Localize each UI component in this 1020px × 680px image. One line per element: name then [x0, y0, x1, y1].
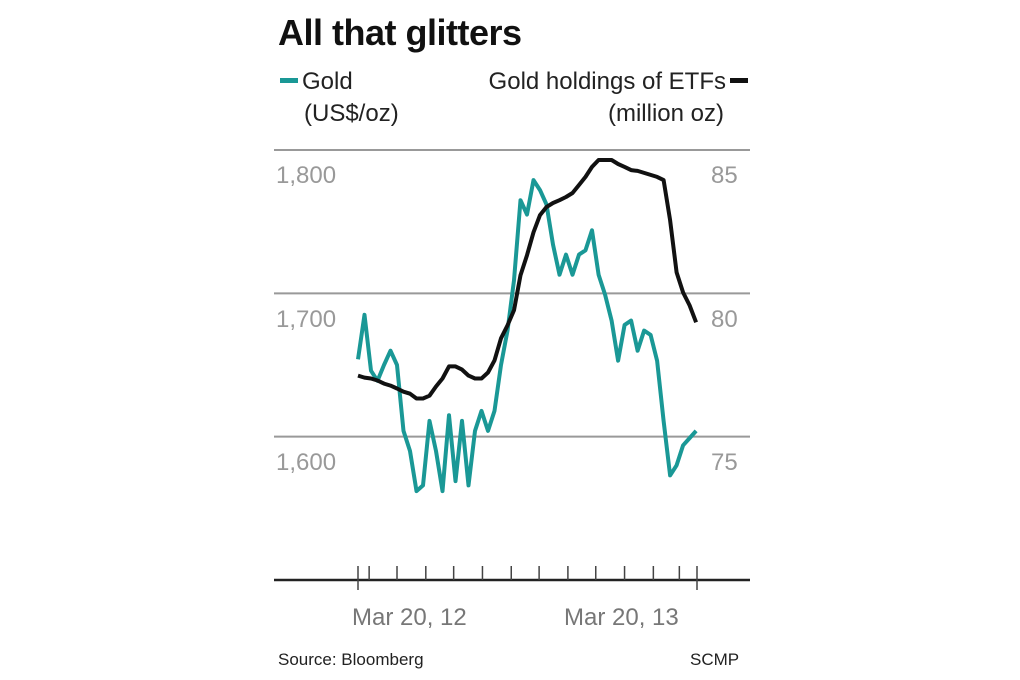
gold-price-line — [356, 178, 698, 494]
chart-title: All that glitters — [278, 12, 522, 53]
y-left-tick-1600: 1,600 — [276, 449, 337, 476]
x-tick-label-start: Mar 20, 12 — [352, 604, 467, 631]
source-note: Source: Bloomberg — [278, 650, 424, 669]
legend-etf-label: Gold holdings of ETFs — [488, 68, 726, 95]
legend-swatch-gold — [280, 78, 298, 84]
etf-holdings-line — [357, 158, 698, 401]
legend-gold: Gold (US$/oz) — [280, 66, 399, 130]
y-right-tick-80: 80 — [711, 306, 738, 333]
y-right-tick-75: 75 — [711, 449, 738, 476]
credit: SCMP — [690, 650, 740, 669]
y-left-tick-1800: 1,800 — [276, 162, 337, 189]
legend-etf-unit: (million oz) — [607, 100, 724, 127]
y-left-tick-1700: 1,700 — [276, 306, 337, 333]
legend-gold-unit: (US$/oz) — [304, 100, 399, 127]
legend-swatch-etf — [730, 78, 748, 84]
x-tick-label-end: Mar 20, 13 — [564, 604, 679, 631]
legend-gold-label: Gold — [302, 68, 353, 95]
legend-etf: Gold holdings of ETFs (million oz) — [438, 66, 748, 130]
y-right-tick-85: 85 — [711, 162, 738, 189]
